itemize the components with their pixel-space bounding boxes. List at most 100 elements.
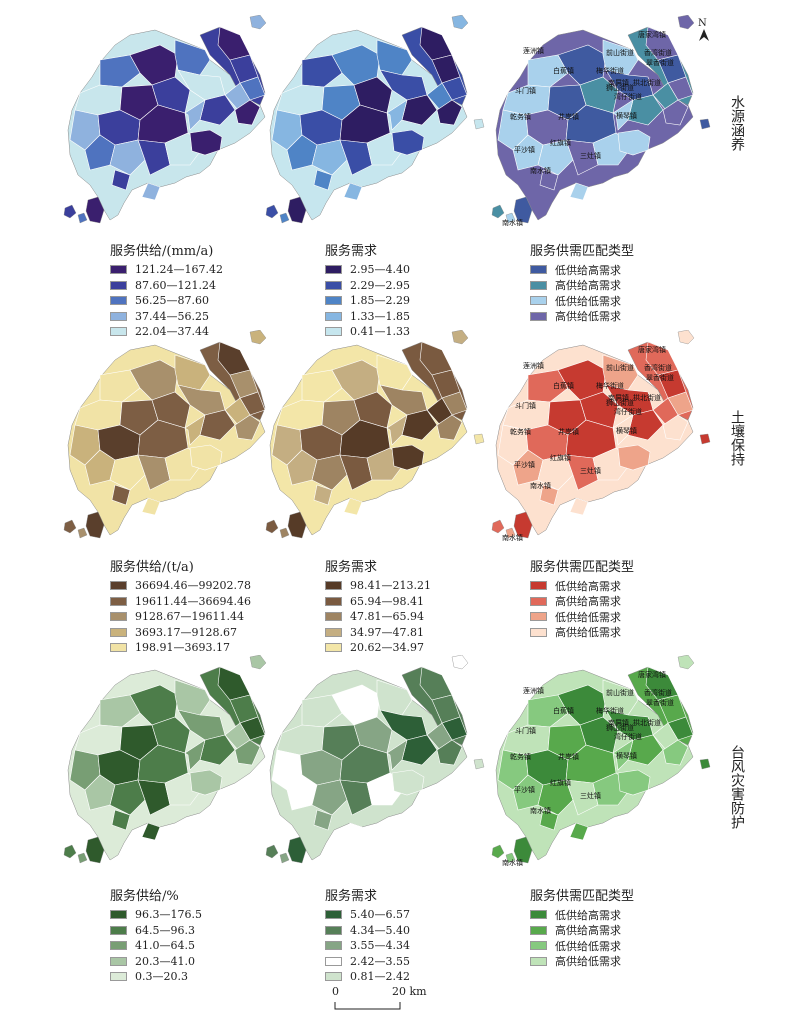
region [234,414,261,441]
region [276,724,325,756]
legend-label: 22.04—37.44 [135,325,209,339]
island [85,196,105,224]
town-label: 莲洲镇 [523,46,544,55]
legend-item: 37.44—56.25 [110,309,223,325]
map-row3-demand [262,655,497,870]
town-label: 唐家湾镇 [638,670,666,679]
map-shape [63,15,283,224]
region [386,739,408,771]
town-label: 横琴镇 [616,426,637,435]
region [527,54,569,88]
island [451,330,469,345]
town-label: 翠香街道 [646,58,674,67]
island [473,118,485,130]
legend-label: 1.85—2.29 [350,294,410,308]
legend-supply-2: 服务供给/(t/a) 36694.46—99202.78 19611.44—366… [110,556,251,656]
legend-title: 服务供给/(mm/a) [110,244,214,259]
legend-swatch [325,612,342,622]
legend-label: 2.29—2.95 [350,278,410,292]
island [63,204,77,219]
town-label: 白蕉镇 [553,66,574,75]
legend-label: 4.34—5.40 [350,923,410,937]
legend-label: 2.42—3.55 [350,954,410,968]
town-label: 南屏镇 [608,718,629,727]
town-label: 前山街道 [606,688,634,697]
legend-swatch [110,612,127,622]
island [249,655,267,670]
town-label: 翠香街道 [646,698,674,707]
legend-swatch [110,925,127,935]
legend-label: 34.97—47.81 [350,625,424,639]
region [189,444,223,471]
town-label: 白蕉镇 [553,706,574,715]
region [151,76,191,114]
legend-item: 高供给低需求 [530,625,634,641]
region [151,391,191,429]
island [513,836,533,864]
town-label: 井岸镇 [558,752,579,761]
town-label: 湾仔街道 [614,732,642,741]
island [279,527,290,539]
legend-swatch [530,296,547,306]
town-label: 狮山街道 [606,398,634,407]
legend-item: 低供给高需求 [530,262,634,278]
town-label: 莲洲镇 [523,686,544,695]
region [313,169,333,191]
region [391,769,425,796]
town-label: 湾仔街道 [614,92,642,101]
town-label: 平沙镇 [514,145,535,154]
legend-swatch [325,581,342,591]
legend-demand-1: 服务需求 2.95—4.40 2.29—2.95 1.85—2.29 1.33—1.8… [325,240,410,340]
legend-swatch [110,941,127,951]
legend-label: 高供给低需求 [555,626,621,640]
legend-item: 5.40—6.57 [325,907,410,923]
legend-item: 高供给高需求 [530,594,634,610]
region [565,454,599,491]
region [111,809,131,831]
legend-match-2: 服务供需匹配类型 低供给高需求 高供给高需求 低供给低需求 高供给低需求 [530,556,634,640]
island [249,330,267,345]
island [451,15,469,30]
legend-swatch [530,925,547,935]
region [617,129,651,156]
legend-match-3: 服务供需匹配类型 低供给高需求 高供给高需求 低供给低需求 高供给低需求 [530,885,634,969]
north-label: N [698,18,707,29]
legend-label: 41.0—64.5 [135,939,195,953]
legend-swatch [110,643,127,653]
region [612,99,634,131]
region [111,169,131,191]
town-label: 红旗镇 [550,778,571,787]
region [301,369,343,403]
legend-item: 22.04—37.44 [110,324,223,340]
scale-bar: 0 20 km [330,985,440,1014]
legend-item: 2.42—3.55 [325,954,410,970]
legend-swatch [325,265,342,275]
region [74,84,123,116]
region [612,414,634,446]
island [491,204,505,219]
map-shape [63,330,283,539]
map-shape [265,15,485,224]
town-label: 横琴镇 [616,751,637,760]
legend-item: 2.29—2.95 [325,278,410,294]
town-label: 斗门镇 [515,86,536,95]
legend-item: 65.94—98.41 [325,594,431,610]
scale-line [334,1002,401,1010]
region [184,414,206,446]
town-label: 狮山街道 [606,83,634,92]
region [565,139,599,176]
region [311,779,348,816]
legend-label: 3693.17—9128.67 [135,625,237,639]
legend-item: 4.34—5.40 [325,923,410,939]
region [339,139,373,176]
legend-item: 3.55—4.34 [325,938,410,954]
region [99,54,141,88]
island [265,519,279,534]
town-label: 乾务镇 [510,752,531,761]
island [677,330,695,345]
region [313,809,333,831]
region [617,769,651,796]
town-label: 梅华街道 [596,66,624,75]
legend-title: 服务供给/(t/a) [110,560,194,575]
